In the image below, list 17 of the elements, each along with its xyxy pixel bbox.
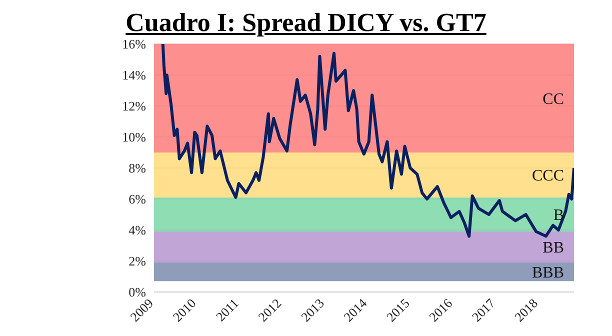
band-label: CC — [542, 90, 564, 108]
y-tick-label: 16% — [122, 36, 146, 52]
y-tick-label: 0% — [128, 284, 146, 300]
line-series — [161, 44, 574, 238]
band-label: CCC — [532, 168, 564, 185]
band-label: BBB — [532, 264, 564, 282]
x-tick-label: 2011 — [212, 296, 242, 324]
band-label: BB — [542, 240, 564, 257]
band-label: B — [553, 207, 564, 224]
y-tick-label: 6% — [128, 192, 146, 207]
y-tick-label: 8% — [128, 160, 146, 176]
y-tick-label: 2% — [128, 254, 146, 269]
chart-title: Cuadro I: Spread DICY vs. GT7 — [124, 8, 488, 38]
y-tick-label: 10% — [122, 130, 146, 145]
y-tick-label: 12% — [122, 98, 146, 114]
y-tick-label: 4% — [128, 222, 146, 238]
y-tick-label: 14% — [122, 68, 146, 83]
